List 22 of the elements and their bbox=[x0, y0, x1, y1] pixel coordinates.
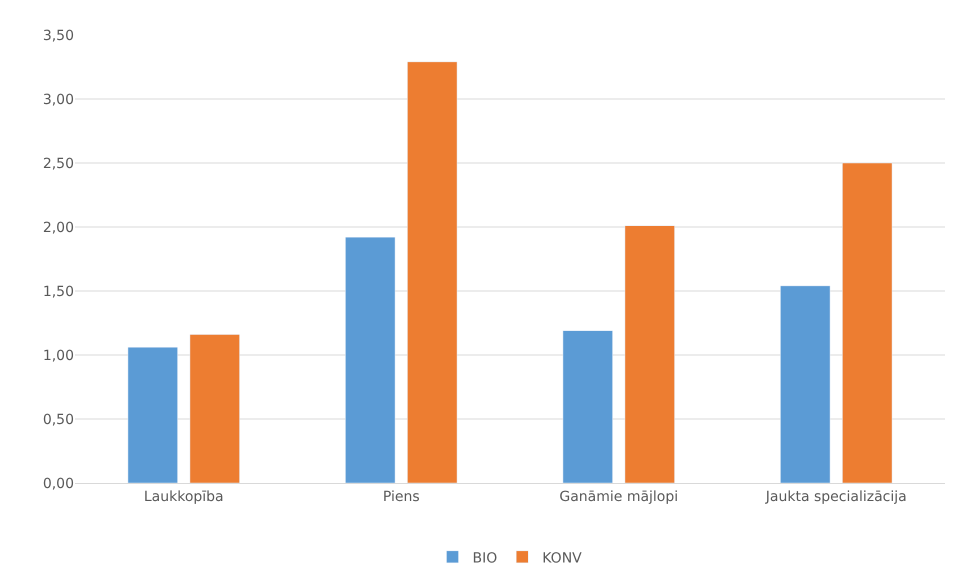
x-tick-label: Piens bbox=[382, 488, 420, 505]
y-tick-label: 3,00 bbox=[42, 92, 74, 108]
y-tick-label: 0,00 bbox=[42, 476, 74, 492]
y-tick-label: 1,50 bbox=[42, 284, 74, 300]
bar bbox=[128, 347, 178, 483]
bar bbox=[190, 334, 240, 483]
bar bbox=[562, 330, 613, 483]
legend-label: BIO bbox=[472, 550, 498, 566]
y-tick-label: 1,00 bbox=[42, 348, 74, 364]
bar bbox=[842, 162, 892, 483]
x-tick-label: Ganāmie mājlopi bbox=[559, 488, 678, 505]
x-tick-label: Jaukta specializācija bbox=[764, 488, 907, 505]
legend-label: KONV bbox=[542, 550, 582, 566]
bar bbox=[624, 225, 675, 483]
y-tick-label: 2,00 bbox=[42, 220, 74, 236]
y-tick-label: 0,50 bbox=[42, 412, 74, 428]
bar bbox=[407, 62, 458, 483]
x-tick-label: Laukkopība bbox=[144, 488, 224, 505]
bar bbox=[780, 286, 830, 483]
y-tick-label: 3,50 bbox=[42, 28, 74, 44]
y-tick-label: 2,50 bbox=[42, 156, 74, 172]
bar bbox=[345, 236, 396, 483]
